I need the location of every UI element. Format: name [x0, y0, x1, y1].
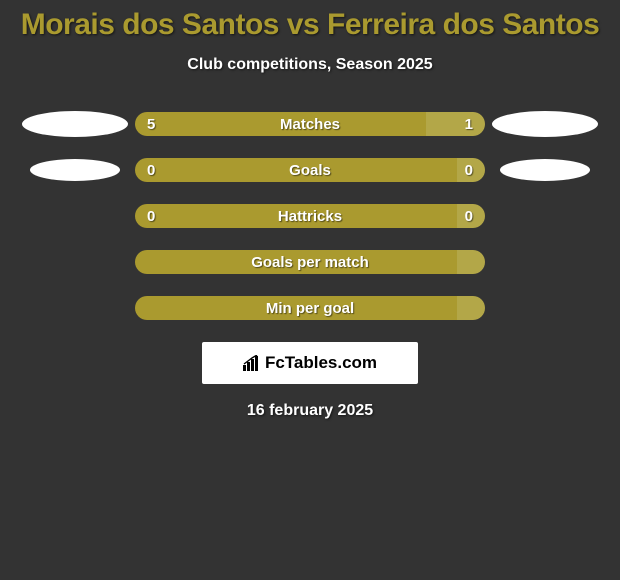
right-side	[485, 159, 605, 181]
player-oval-left	[22, 111, 128, 137]
bar-segment-left: 5	[135, 112, 426, 136]
value-left: 5	[135, 116, 167, 133]
bar-segment-left: 0	[135, 158, 457, 182]
stat-bar: Min per goal	[135, 296, 485, 320]
bar-segment-right: 0	[457, 158, 485, 182]
left-side	[15, 159, 135, 181]
player-oval-left	[30, 159, 120, 181]
left-side	[15, 111, 135, 137]
brand-text: FcTables.com	[265, 353, 377, 373]
player-oval-right	[492, 111, 598, 137]
page-title: Morais dos Santos vs Ferreira dos Santos	[0, 0, 620, 42]
chart-icon	[243, 355, 261, 371]
stat-row: Min per goal	[0, 296, 620, 320]
stat-bar: 00Hattricks	[135, 204, 485, 228]
bar-segment-right	[457, 250, 485, 274]
player-oval-right	[500, 159, 590, 181]
value-right: 0	[453, 208, 485, 225]
subtitle: Club competitions, Season 2025	[0, 56, 620, 74]
stat-bar: Goals per match	[135, 250, 485, 274]
stat-row: Goals per match	[0, 250, 620, 274]
bar-segment-right: 0	[457, 204, 485, 228]
stat-bar: 00Goals	[135, 158, 485, 182]
bar-segment-left: 0	[135, 204, 457, 228]
value-right: 0	[453, 162, 485, 179]
stat-bar: 51Matches	[135, 112, 485, 136]
brand-badge: FcTables.com	[202, 342, 418, 384]
value-right: 1	[453, 116, 485, 133]
bar-segment-left	[135, 250, 457, 274]
date-text: 16 february 2025	[0, 402, 620, 420]
comparison-rows: 51Matches00Goals00HattricksGoals per mat…	[0, 112, 620, 320]
bar-segment-right: 1	[426, 112, 486, 136]
bar-segment-right	[457, 296, 485, 320]
value-left: 0	[135, 162, 167, 179]
stat-row: 00Goals	[0, 158, 620, 182]
bar-segment-left	[135, 296, 457, 320]
value-left: 0	[135, 208, 167, 225]
right-side	[485, 111, 605, 137]
stat-row: 51Matches	[0, 112, 620, 136]
stat-row: 00Hattricks	[0, 204, 620, 228]
